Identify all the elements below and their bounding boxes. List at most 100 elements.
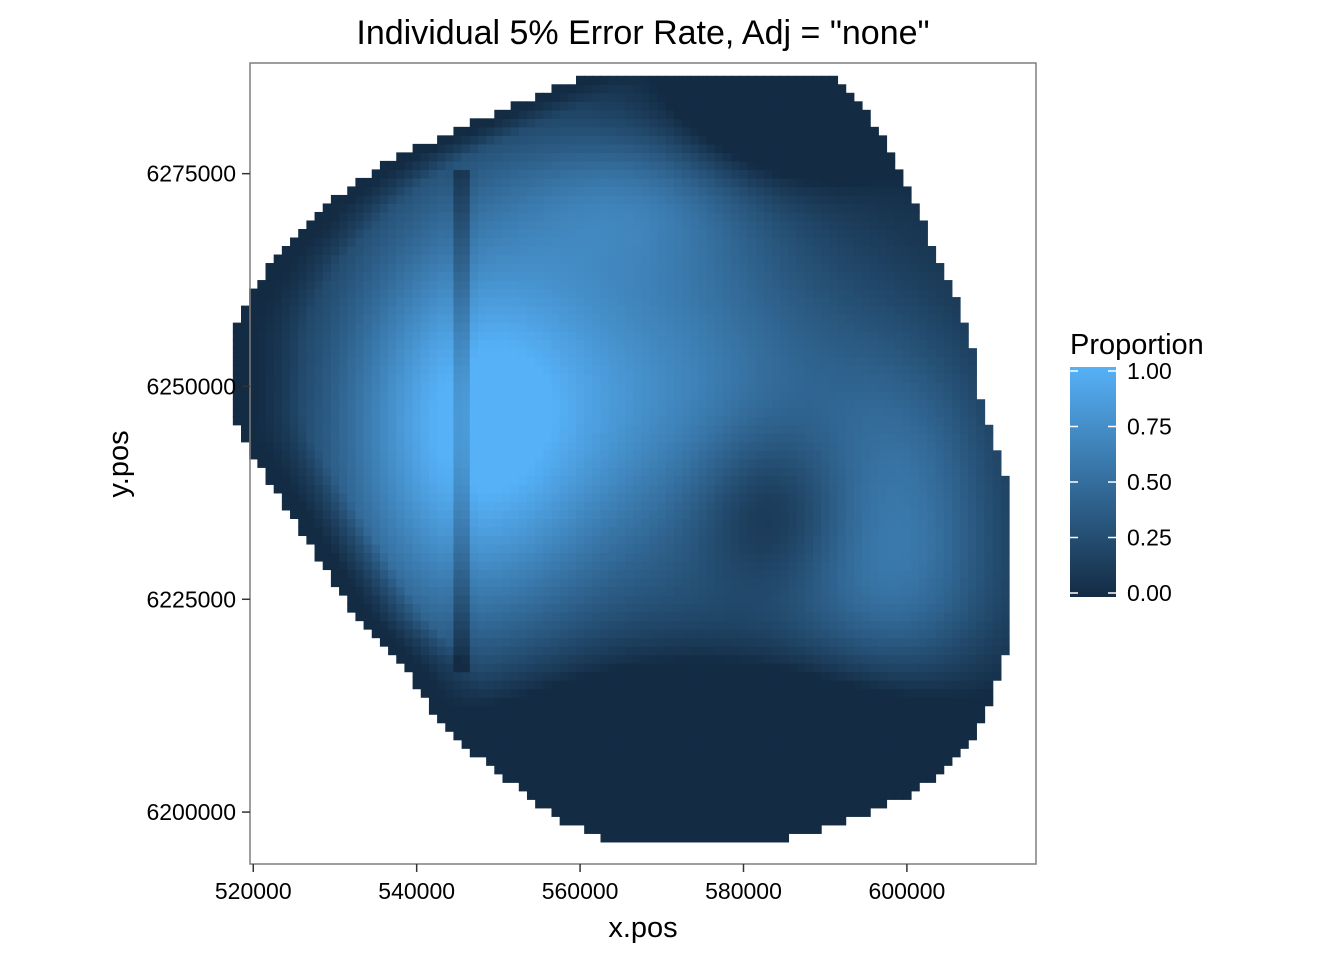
heatmap-cell xyxy=(804,373,814,383)
heatmap-cell xyxy=(690,595,700,605)
heatmap-cell xyxy=(935,433,945,443)
heatmap-cell xyxy=(535,501,544,511)
heatmap-cell xyxy=(559,399,569,409)
heatmap-cell xyxy=(894,382,904,392)
heatmap-cell xyxy=(420,526,430,537)
heatmap-cell xyxy=(461,612,471,622)
heatmap-cell xyxy=(518,467,528,477)
heatmap-cell xyxy=(747,399,757,409)
heatmap-cell xyxy=(772,484,781,494)
heatmap-cell xyxy=(935,416,945,426)
heatmap-cell xyxy=(486,552,495,562)
heatmap-cell xyxy=(567,373,577,383)
heatmap-cell xyxy=(363,373,373,383)
heatmap-cell xyxy=(535,433,544,443)
heatmap-cell xyxy=(355,382,365,392)
heatmap-cell xyxy=(837,390,847,400)
heatmap-cell xyxy=(437,433,446,443)
heatmap-cell xyxy=(935,714,945,724)
heatmap-cell xyxy=(339,365,348,375)
heatmap-cell xyxy=(461,424,471,434)
heatmap-cell xyxy=(608,348,618,358)
heatmap-cell xyxy=(723,509,732,519)
heatmap-cell xyxy=(968,663,977,673)
heatmap-cell xyxy=(592,569,602,579)
heatmap-cell xyxy=(257,441,267,451)
heatmap-cell xyxy=(780,450,790,460)
heatmap-cell xyxy=(706,577,716,588)
heatmap-cell xyxy=(886,356,896,366)
heatmap-cell xyxy=(853,339,863,349)
heatmap-cell xyxy=(551,748,561,758)
heatmap-cell xyxy=(951,501,961,511)
heatmap-cell xyxy=(674,322,683,332)
heatmap-cell xyxy=(453,663,463,673)
heatmap-cell xyxy=(510,722,520,732)
heatmap-cell xyxy=(739,816,749,826)
heatmap-cell xyxy=(379,501,389,511)
heatmap-cell xyxy=(371,399,381,409)
heatmap-cell xyxy=(633,560,642,571)
heatmap-cell xyxy=(625,773,634,783)
heatmap-cell xyxy=(543,322,553,332)
heatmap-cell xyxy=(535,382,544,392)
heatmap-cell xyxy=(714,348,724,358)
heatmap-cell xyxy=(690,441,700,451)
heatmap-cell xyxy=(739,543,749,554)
heatmap-cell xyxy=(412,399,422,409)
heatmap-cell xyxy=(894,314,904,324)
heatmap-cell xyxy=(698,543,708,554)
heatmap-cell xyxy=(951,407,961,417)
heatmap-cell xyxy=(804,756,814,766)
heatmap-cell xyxy=(494,629,504,639)
heatmap-cell xyxy=(363,348,373,358)
heatmap-cell xyxy=(535,526,544,537)
heatmap-cell xyxy=(461,441,471,451)
heatmap-cell xyxy=(232,416,242,426)
heatmap-cell xyxy=(428,433,438,443)
heatmap-cell xyxy=(510,577,520,588)
heatmap-cell xyxy=(363,526,373,537)
heatmap-cell xyxy=(526,688,536,698)
heatmap-cell xyxy=(902,484,912,494)
heatmap-cell xyxy=(600,612,610,622)
heatmap-cell xyxy=(314,484,324,494)
heatmap-cell xyxy=(371,543,381,554)
heatmap-cell xyxy=(633,637,642,647)
heatmap-cell xyxy=(494,305,504,315)
heatmap-cell xyxy=(935,441,945,451)
heatmap-cell xyxy=(625,680,634,690)
heatmap-cell xyxy=(845,765,855,775)
heatmap-cell xyxy=(951,595,961,605)
heatmap-cell xyxy=(339,518,348,528)
heatmap-cell xyxy=(665,705,675,715)
heatmap-cell xyxy=(968,612,977,622)
heatmap-cell xyxy=(821,322,830,332)
heatmap-cell xyxy=(698,688,708,698)
heatmap-cell xyxy=(469,731,479,741)
heatmap-cell xyxy=(404,339,414,349)
heatmap-cell xyxy=(878,595,888,605)
heatmap-cell xyxy=(755,467,765,477)
heatmap-cell xyxy=(812,637,822,647)
heatmap-cell xyxy=(845,501,855,511)
heatmap-cell xyxy=(461,688,471,698)
heatmap-cell xyxy=(919,365,928,375)
heatmap-cell xyxy=(347,365,356,375)
heatmap-cell xyxy=(608,671,618,681)
heatmap-cell xyxy=(812,612,822,622)
heatmap-cell xyxy=(788,416,798,426)
heatmap-cell xyxy=(388,331,397,341)
heatmap-cell xyxy=(576,799,585,809)
heatmap-cell xyxy=(657,305,667,315)
heatmap-cell xyxy=(861,739,871,749)
heatmap-cell xyxy=(657,705,667,715)
heatmap-cell xyxy=(984,475,994,485)
heatmap-cell xyxy=(625,390,634,400)
heatmap-cell xyxy=(477,339,487,349)
heatmap-cell xyxy=(469,646,479,656)
heatmap-cell xyxy=(559,331,569,341)
heatmap-cell xyxy=(910,731,920,741)
heatmap-cell xyxy=(559,467,569,477)
heatmap-cell xyxy=(731,731,741,741)
